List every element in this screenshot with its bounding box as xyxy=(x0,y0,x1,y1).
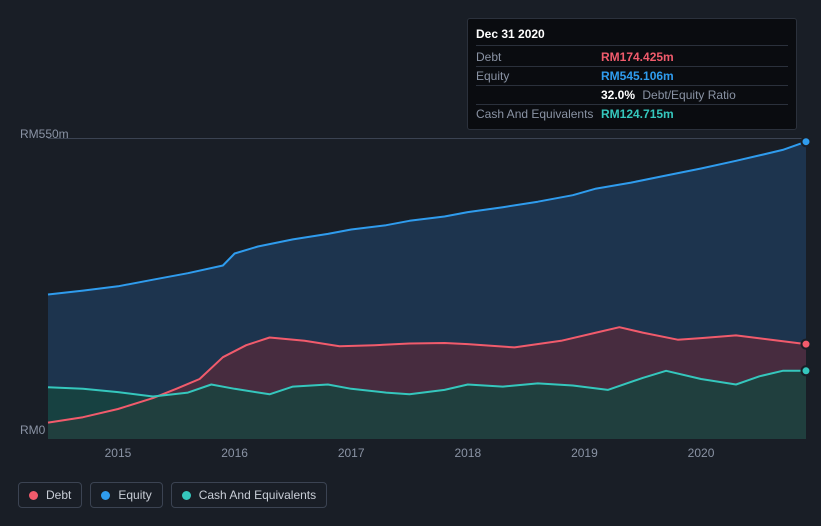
tooltip-label: Debt xyxy=(476,50,601,64)
series-end-marker-debt xyxy=(802,340,811,349)
plot-region[interactable] xyxy=(48,138,806,438)
legend-swatch-icon xyxy=(29,491,38,500)
series-end-marker-cash-and-equivalents xyxy=(802,366,811,375)
tooltip-value: RM174.425m xyxy=(601,50,674,64)
legend-label: Debt xyxy=(46,488,71,502)
legend-label: Equity xyxy=(118,488,151,502)
x-tick: 2018 xyxy=(454,446,481,460)
tooltip-row: 32.0% Debt/Equity Ratio xyxy=(476,86,788,105)
chart-container: Dec 31 2020 DebtRM174.425mEquityRM545.10… xyxy=(0,0,821,526)
x-tick: 2015 xyxy=(105,446,132,460)
legend-item-debt[interactable]: Debt xyxy=(18,482,82,508)
tooltip-row: DebtRM174.425m xyxy=(476,48,788,67)
tooltip-label: Equity xyxy=(476,69,601,83)
legend-swatch-icon xyxy=(182,491,191,500)
x-tick: 2016 xyxy=(221,446,248,460)
tooltip-date: Dec 31 2020 xyxy=(476,25,788,46)
y-axis-label-min: RM0 xyxy=(20,423,45,437)
x-tick: 2020 xyxy=(688,446,715,460)
legend-swatch-icon xyxy=(101,491,110,500)
tooltip-value: 32.0% Debt/Equity Ratio xyxy=(601,88,736,102)
tooltip-value: RM124.715m xyxy=(601,107,674,121)
chart-area[interactable]: RM550m RM0 201520162017201820192020 xyxy=(18,120,806,460)
tooltip-label: Cash And Equivalents xyxy=(476,107,601,121)
series-end-marker-equity xyxy=(802,137,811,146)
tooltip-extra: Debt/Equity Ratio xyxy=(639,88,736,102)
tooltip-label xyxy=(476,88,601,102)
x-tick: 2017 xyxy=(338,446,365,460)
legend-label: Cash And Equivalents xyxy=(199,488,316,502)
legend-item-cash-and-equivalents[interactable]: Cash And Equivalents xyxy=(171,482,327,508)
chart-legend: Debt Equity Cash And Equivalents xyxy=(18,482,327,508)
tooltip-value: RM545.106m xyxy=(601,69,674,83)
legend-item-equity[interactable]: Equity xyxy=(90,482,162,508)
chart-tooltip: Dec 31 2020 DebtRM174.425mEquityRM545.10… xyxy=(467,18,797,130)
tooltip-row: EquityRM545.106m xyxy=(476,67,788,86)
x-tick: 2019 xyxy=(571,446,598,460)
